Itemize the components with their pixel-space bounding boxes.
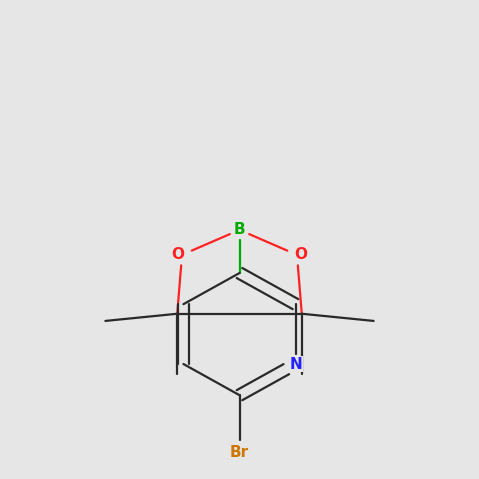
Text: O: O	[294, 247, 308, 262]
Text: Br: Br	[230, 445, 249, 460]
Text: B: B	[234, 222, 245, 238]
Text: N: N	[289, 356, 302, 372]
Text: O: O	[171, 247, 185, 262]
